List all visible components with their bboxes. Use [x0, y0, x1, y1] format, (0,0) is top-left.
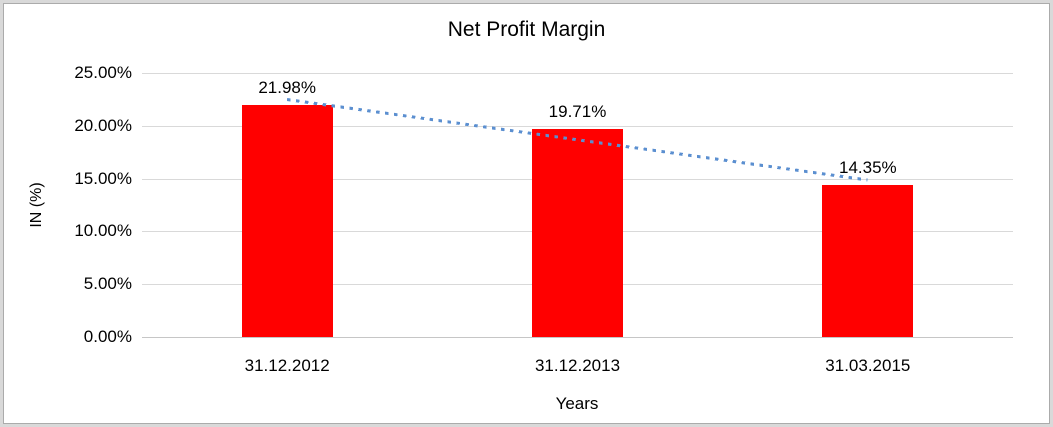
gridline — [142, 126, 1013, 127]
y-tick-label: 20.00% — [74, 116, 132, 135]
data-label: 14.35% — [838, 158, 897, 178]
chart-title: Net Profit Margin — [447, 18, 606, 41]
y-tick-label: 10.00% — [74, 221, 132, 240]
gridline — [142, 73, 1013, 74]
y-tick-label: 25.00% — [74, 63, 132, 82]
x-tick-label: 31.12.2012 — [244, 356, 330, 375]
y-tick-label: 15.00% — [74, 169, 132, 188]
bar-31.12.2012 — [241, 104, 333, 337]
y-tick-label: 5.00% — [83, 274, 132, 293]
x-tick-label: 31.03.2015 — [825, 356, 911, 375]
y-tick-label: 0.00% — [83, 327, 132, 346]
data-label: 19.71% — [548, 101, 607, 121]
data-label: 21.98% — [258, 77, 316, 97]
x-tick-label: 31.12.2013 — [534, 356, 621, 375]
bar-31.12.2013 — [532, 128, 623, 337]
x-axis-line — [142, 337, 1013, 338]
bar-31.03.2015 — [822, 185, 914, 337]
x-axis-title: Years — [555, 394, 599, 413]
